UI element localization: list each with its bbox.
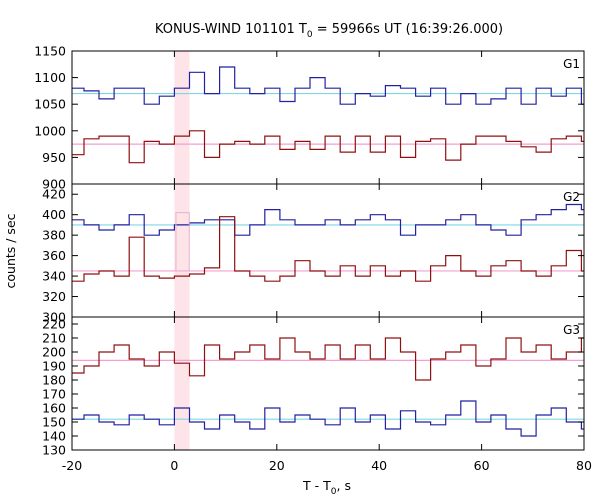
x-axis-label: T - T0, s [302, 478, 351, 497]
y-tick-label: 210 [42, 331, 66, 346]
x-tick-label: 80 [576, 458, 592, 473]
y-tick-label: 1050 [34, 97, 66, 112]
y-tick-label: 1100 [34, 70, 66, 85]
series-blue-step-line [72, 66, 584, 105]
series-blue-step-line [72, 400, 584, 437]
panel-frame [71, 183, 585, 318]
panel-plot-area [72, 337, 584, 437]
series-red-step-line [72, 337, 584, 381]
panel-frame [71, 50, 585, 185]
panel-frame [71, 316, 585, 451]
y-tick-label: 380 [42, 228, 66, 243]
y-tick-label: 160 [42, 401, 66, 416]
panel-g2: 300 320 340 360 380 400 420 G2 [42, 183, 585, 325]
panel-plot-area [72, 203, 584, 282]
panel-label-g2: G2 [563, 190, 580, 204]
panel-label-g1: G1 [563, 57, 580, 71]
y-axis-label: counts / sec [3, 213, 18, 288]
highlight-band [174, 184, 190, 317]
trigger-bin-overlay [175, 212, 190, 272]
y-tick-label: 900 [42, 177, 66, 192]
series-blue-step-line [72, 203, 584, 236]
highlight-band [174, 317, 190, 450]
series-red-step-line [72, 216, 584, 282]
y-tick-label: 150 [42, 415, 66, 430]
y-tick-label: 140 [42, 429, 66, 444]
y-tick-label: 190 [42, 359, 66, 374]
panel-plot-area [72, 66, 584, 164]
chart-title: KONUS-WIND 101101 T0 = 59966s UT (16:39:… [155, 22, 503, 40]
y-tick-label: 420 [42, 187, 66, 202]
y-tick-label: 360 [42, 248, 66, 263]
y-tick-label: 200 [42, 345, 66, 360]
series-red-step-line [72, 130, 584, 164]
x-tick-label: 20 [269, 458, 285, 473]
panel-g1: 900 950 1000 1050 1100 1150 G1 [34, 44, 585, 192]
x-axis: -20 0 20 40 60 80 [62, 458, 592, 473]
y-tick-label: 950 [42, 150, 66, 165]
y-tick-label: 180 [42, 373, 66, 388]
y-tick-label: 170 [42, 387, 66, 402]
x-tick-label: 0 [170, 458, 178, 473]
y-tick-label: 300 [42, 310, 66, 325]
y-tick-label: 220 [42, 317, 66, 332]
y-tick-label: 1150 [34, 44, 66, 59]
y-tick-label: 130 [42, 443, 66, 458]
x-tick-label: 60 [474, 458, 490, 473]
y-tick-label: 400 [42, 207, 66, 222]
y-tick-label: 320 [42, 289, 66, 304]
highlight-band [174, 51, 190, 184]
y-tick-label: 340 [42, 269, 66, 284]
plot-panels: 900 950 1000 1050 1100 1150 G1 300 320 340 360 380 4… [34, 44, 585, 458]
panel-label-g3: G3 [563, 323, 580, 337]
x-tick-label: -20 [62, 458, 82, 473]
y-tick-label: 1000 [34, 123, 66, 138]
x-tick-label: 40 [371, 458, 387, 473]
